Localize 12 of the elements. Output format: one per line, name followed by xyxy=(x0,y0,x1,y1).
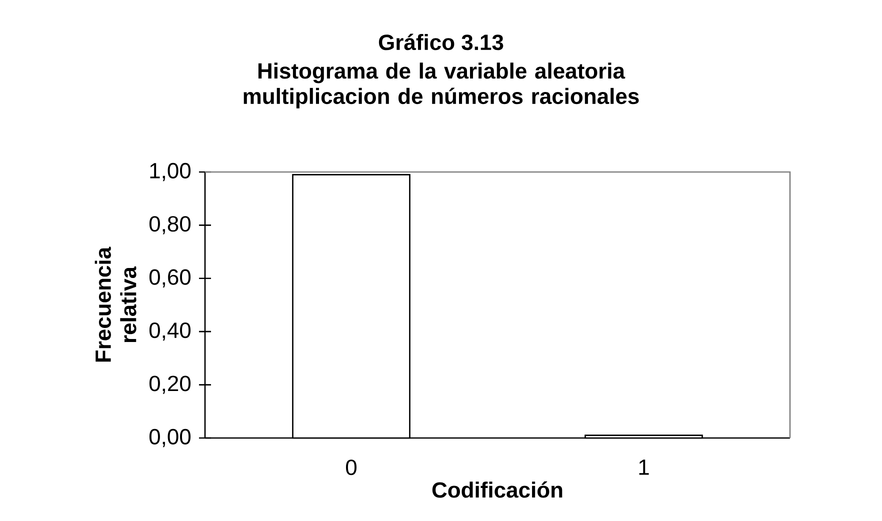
y-tick-label: 1,00 xyxy=(150,162,191,182)
y-tick-label: 0,40 xyxy=(149,322,191,341)
y-axis-title: Frecuencia relativa xyxy=(94,246,136,362)
x-axis-title: Codificación xyxy=(432,481,562,498)
y-tick-label: 0,20 xyxy=(149,376,191,394)
chart-subtitle: Histograma de la variable aleatoria multiplicacion de números racionales xyxy=(244,62,639,108)
chart-title: Gráfico 3.13 xyxy=(378,34,504,50)
y-tick-label: 0,60 xyxy=(149,269,191,288)
x-tick-label: 0 xyxy=(346,460,357,476)
x-tick-label: 1 xyxy=(639,460,649,475)
y-tick-label: 0,00 xyxy=(149,428,191,448)
y-tick-label: 0,80 xyxy=(149,216,191,234)
